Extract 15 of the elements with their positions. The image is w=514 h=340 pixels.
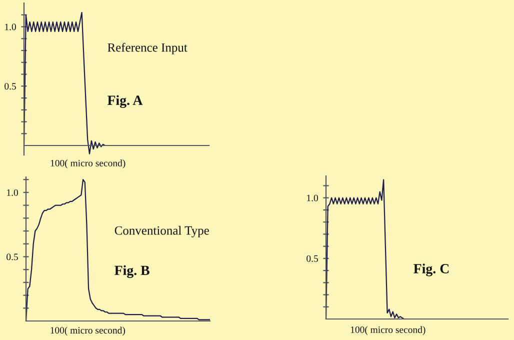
text: 100( micro second) [50, 160, 126, 168]
line-series [26, 179, 210, 321]
y-tick-label: 0.5 [306, 255, 318, 262]
y-tick-label: 1.0 [5, 24, 16, 30]
text: 100( micro second) [350, 326, 426, 335]
y-tick-label: 0.5 [4, 83, 16, 90]
annotation: Fig. A [107, 95, 143, 108]
annotation: Fig. B [114, 265, 150, 278]
annotation: Reference Input [108, 42, 188, 54]
annotation: Fig. C [414, 264, 449, 276]
y-tick-label: 1.0 [307, 194, 318, 202]
y-tick-label: 0.5 [6, 254, 18, 260]
annotation: Conventional Type [114, 226, 209, 238]
text: 100( micro second) [50, 326, 126, 336]
y-tick-label: 1.0 [7, 189, 18, 196]
